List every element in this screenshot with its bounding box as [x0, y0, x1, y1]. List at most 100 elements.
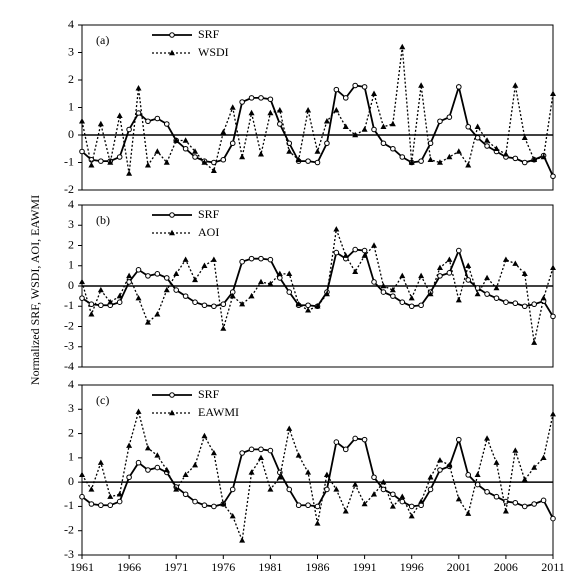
point	[229, 292, 236, 299]
point	[342, 95, 349, 101]
point	[389, 503, 396, 509]
point	[192, 148, 199, 154]
point	[390, 293, 396, 299]
legend-label: WSDI	[198, 45, 229, 59]
point	[192, 276, 199, 283]
point	[116, 292, 123, 299]
point	[550, 515, 556, 522]
point	[455, 296, 462, 303]
point	[540, 497, 547, 504]
point	[239, 153, 246, 160]
point	[408, 294, 415, 301]
point	[154, 148, 161, 154]
point	[88, 301, 95, 308]
point	[436, 159, 443, 165]
point	[248, 255, 255, 262]
y-tick-label: 2	[68, 72, 74, 86]
point	[342, 123, 349, 129]
point	[154, 311, 161, 317]
y-tick-label: -1	[64, 298, 74, 312]
point	[352, 481, 359, 487]
point	[239, 450, 245, 456]
point	[550, 313, 556, 320]
point	[145, 273, 151, 279]
point	[342, 508, 349, 514]
y-tick-label: -2	[64, 522, 74, 536]
point	[201, 302, 208, 309]
point	[107, 493, 114, 499]
point	[248, 292, 255, 299]
point	[295, 301, 302, 307]
y-tick-label: 1	[68, 99, 74, 113]
point	[305, 302, 311, 309]
point	[79, 471, 85, 478]
point	[314, 303, 321, 309]
legend-marker	[169, 32, 175, 38]
point	[456, 84, 462, 90]
point	[333, 226, 340, 232]
y-tick-label: 1	[68, 450, 74, 464]
point	[484, 137, 491, 143]
y-tick-label: 1	[68, 258, 74, 272]
point	[418, 302, 424, 309]
point	[465, 510, 472, 516]
point	[107, 502, 114, 509]
point	[305, 469, 312, 475]
point	[418, 82, 425, 88]
point	[361, 252, 368, 258]
point	[201, 502, 208, 509]
point	[474, 285, 481, 291]
point	[211, 503, 217, 510]
x-tick-label: 1986	[306, 560, 330, 574]
point	[550, 264, 556, 270]
point	[135, 294, 142, 301]
point	[371, 279, 377, 285]
point	[380, 289, 387, 295]
point	[521, 159, 528, 166]
point	[380, 486, 387, 493]
point	[399, 154, 406, 160]
point	[135, 408, 142, 414]
point	[323, 471, 330, 478]
point	[126, 126, 132, 133]
y-tick-label: -3	[64, 547, 74, 561]
point	[399, 493, 406, 499]
point	[503, 299, 509, 306]
point	[361, 247, 368, 254]
y-tick-label: 4	[68, 377, 74, 391]
point	[97, 286, 104, 293]
point	[107, 159, 114, 165]
y-tick-label: 4	[68, 17, 74, 31]
point	[98, 302, 104, 309]
point	[286, 486, 293, 493]
point	[512, 499, 519, 506]
point	[474, 290, 481, 297]
point	[126, 279, 132, 285]
point	[98, 158, 104, 164]
point	[493, 493, 500, 500]
y-tick-label: 2	[68, 237, 74, 251]
point	[154, 271, 161, 277]
point	[427, 474, 434, 480]
point	[154, 452, 161, 458]
point	[493, 284, 500, 291]
point	[88, 311, 95, 317]
point	[418, 498, 425, 504]
point	[116, 299, 123, 306]
y-tick-label: 0	[68, 278, 74, 292]
legend-marker	[169, 49, 175, 56]
point	[314, 148, 321, 154]
point	[295, 502, 302, 509]
point	[182, 137, 189, 143]
point	[502, 256, 509, 262]
point	[229, 104, 236, 110]
point	[371, 126, 377, 133]
point	[145, 118, 151, 125]
point	[305, 107, 312, 113]
point	[484, 489, 490, 495]
point	[248, 109, 255, 116]
point	[220, 301, 227, 308]
point	[418, 272, 425, 279]
point	[258, 446, 264, 453]
point	[276, 107, 283, 113]
